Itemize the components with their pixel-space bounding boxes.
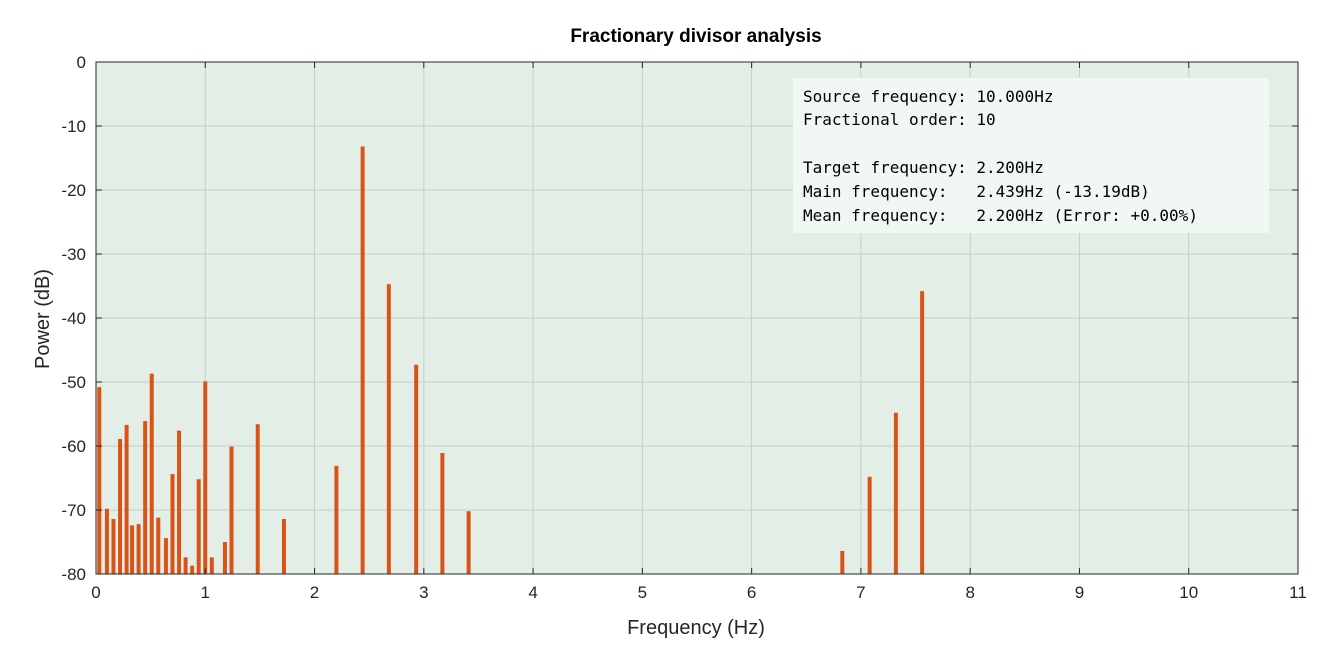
x-axis-label: Frequency (Hz) [627, 617, 765, 639]
x-tick-label: 4 [528, 583, 537, 602]
source-frequency-text: Source frequency: 10.000Hz [803, 87, 1053, 106]
x-tick-label: 9 [1075, 583, 1084, 602]
mean-frequency-text: Mean frequency: 2.200Hz (Error: +0.00%) [803, 206, 1198, 225]
x-tick-label: 6 [747, 583, 756, 602]
x-tick-label: 3 [419, 583, 428, 602]
y-tick-label: -20 [61, 181, 86, 200]
y-tick-label: -10 [61, 117, 86, 136]
fractional-order-text: Fractional order: 10 [803, 110, 996, 129]
spectrum-stems [97, 146, 925, 574]
y-tick-label: -40 [61, 309, 86, 328]
x-tick-label: 0 [91, 583, 100, 602]
x-tick-label: 1 [201, 583, 210, 602]
y-axis-ticks: 0 -10 -20 -30 -40 -50 -60 -70 -80 [61, 53, 1298, 584]
x-tick-label: 5 [638, 583, 647, 602]
y-tick-label: -60 [61, 437, 86, 456]
info-box-background [793, 78, 1269, 233]
y-tick-label: -70 [61, 501, 86, 520]
y-tick-label: 0 [77, 53, 86, 72]
target-frequency-text: Target frequency: 2.200Hz [803, 158, 1044, 177]
main-frequency-text: Main frequency: 2.439Hz (-13.19dB) [803, 182, 1150, 201]
x-tick-label: 7 [856, 583, 865, 602]
x-tick-label: 2 [310, 583, 319, 602]
y-axis-label: Power (dB) [32, 269, 54, 369]
y-tick-label: -30 [61, 245, 86, 264]
y-tick-label: -50 [61, 373, 86, 392]
x-tick-label: 11 [1289, 583, 1307, 602]
y-tick-label: -80 [61, 565, 86, 584]
chart-title: Fractionary divisor analysis [570, 26, 821, 47]
x-axis-ticks: 0 1 2 3 4 5 6 7 8 9 10 11 [91, 62, 1307, 602]
x-tick-label: 10 [1179, 583, 1198, 602]
info-box: Source frequency: 10.000Hz Fractional or… [793, 78, 1269, 233]
x-tick-label: 8 [965, 583, 974, 602]
